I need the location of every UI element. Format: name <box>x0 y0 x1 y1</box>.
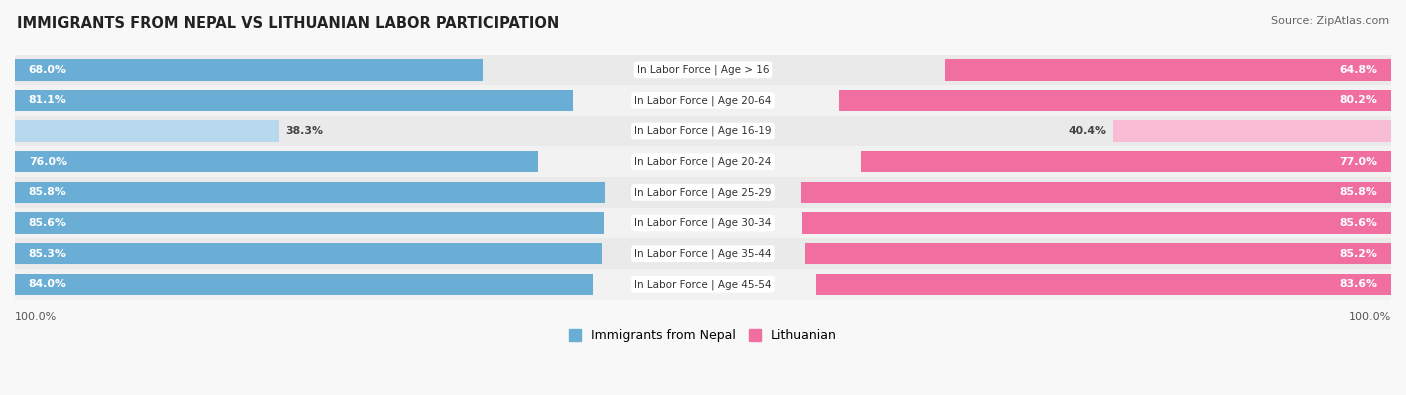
Bar <box>15 238 1391 269</box>
Text: In Labor Force | Age 20-64: In Labor Force | Age 20-64 <box>634 95 772 106</box>
Text: 85.3%: 85.3% <box>28 248 66 259</box>
Text: 77.0%: 77.0% <box>1340 157 1378 167</box>
Bar <box>804 243 1391 264</box>
Text: 85.6%: 85.6% <box>1340 218 1378 228</box>
Text: In Labor Force | Age 20-24: In Labor Force | Age 20-24 <box>634 156 772 167</box>
Bar <box>15 59 482 81</box>
Bar <box>15 269 1391 299</box>
Bar <box>15 243 602 264</box>
Bar <box>15 177 1391 208</box>
Bar <box>815 274 1391 295</box>
Bar <box>1114 120 1391 142</box>
Text: 38.3%: 38.3% <box>285 126 323 136</box>
Text: 83.6%: 83.6% <box>1340 279 1378 289</box>
Text: 85.8%: 85.8% <box>1340 187 1378 198</box>
Text: IMMIGRANTS FROM NEPAL VS LITHUANIAN LABOR PARTICIPATION: IMMIGRANTS FROM NEPAL VS LITHUANIAN LABO… <box>17 16 560 31</box>
Bar <box>15 116 1391 147</box>
Bar <box>15 147 1391 177</box>
Text: 64.8%: 64.8% <box>1340 65 1378 75</box>
Bar <box>15 120 278 142</box>
Text: In Labor Force | Age 16-19: In Labor Force | Age 16-19 <box>634 126 772 136</box>
Bar <box>15 55 1391 85</box>
Text: 68.0%: 68.0% <box>28 65 66 75</box>
Text: 84.0%: 84.0% <box>28 279 66 289</box>
Text: Source: ZipAtlas.com: Source: ZipAtlas.com <box>1271 16 1389 26</box>
Bar <box>15 274 593 295</box>
Bar <box>15 208 1391 238</box>
Text: 40.4%: 40.4% <box>1069 126 1107 136</box>
Bar <box>15 90 574 111</box>
Text: 85.8%: 85.8% <box>28 187 66 198</box>
Text: 100.0%: 100.0% <box>1348 312 1391 322</box>
Bar <box>839 90 1391 111</box>
Text: 85.2%: 85.2% <box>1340 248 1378 259</box>
Text: 80.2%: 80.2% <box>1340 96 1378 105</box>
Bar <box>15 85 1391 116</box>
Text: 100.0%: 100.0% <box>15 312 58 322</box>
Bar <box>801 212 1391 234</box>
Legend: Immigrants from Nepal, Lithuanian: Immigrants from Nepal, Lithuanian <box>564 324 842 347</box>
Text: In Labor Force | Age > 16: In Labor Force | Age > 16 <box>637 64 769 75</box>
Bar <box>862 151 1391 173</box>
Text: In Labor Force | Age 25-29: In Labor Force | Age 25-29 <box>634 187 772 198</box>
Bar <box>15 151 538 173</box>
Bar <box>15 182 606 203</box>
Bar <box>800 182 1391 203</box>
Text: 81.1%: 81.1% <box>28 96 66 105</box>
Text: In Labor Force | Age 45-54: In Labor Force | Age 45-54 <box>634 279 772 290</box>
Text: 85.6%: 85.6% <box>28 218 66 228</box>
Bar <box>15 212 605 234</box>
Text: In Labor Force | Age 30-34: In Labor Force | Age 30-34 <box>634 218 772 228</box>
Bar <box>945 59 1391 81</box>
Text: In Labor Force | Age 35-44: In Labor Force | Age 35-44 <box>634 248 772 259</box>
Text: 76.0%: 76.0% <box>28 157 66 167</box>
